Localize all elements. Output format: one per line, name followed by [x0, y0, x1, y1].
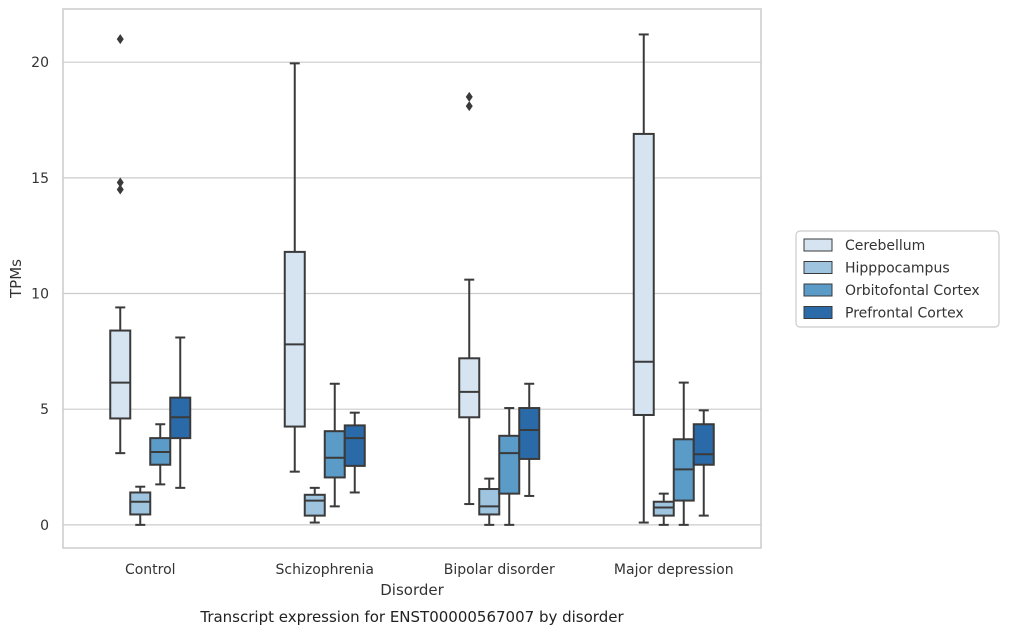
box: [518, 407, 541, 460]
x-tick-label: Schizophrenia: [276, 562, 374, 578]
box-plot: [283, 62, 306, 473]
box-plot: [129, 485, 152, 526]
box-plot: [169, 336, 192, 489]
box-plot: [109, 34, 132, 455]
legend-label: Prefrontal Cortex: [845, 306, 964, 322]
legend-swatch: [803, 306, 833, 319]
box-plot: [343, 411, 366, 494]
box-plot: [458, 91, 481, 506]
box-plot: [303, 486, 326, 524]
box: [652, 500, 675, 517]
box-plot: [498, 407, 521, 526]
legend-swatch: [803, 261, 833, 274]
box: [303, 493, 326, 517]
box-plot: [149, 423, 172, 486]
legend: Cerebellum Hipppocampus Orbitofontal Corte…: [795, 230, 1000, 328]
outlier-point: [116, 177, 124, 188]
outlier-point: [465, 91, 473, 102]
y-axis-ticks: 0 5 10 15 20: [31, 55, 49, 534]
box: [692, 423, 715, 466]
box-plot: [518, 382, 541, 497]
box-plot: [323, 382, 346, 508]
chart-caption: Transcript expression for ENST0000056700…: [199, 608, 624, 626]
y-tick-label: 20: [31, 55, 49, 71]
x-tick-label: Control: [125, 562, 176, 578]
y-tick-label: 5: [40, 402, 49, 418]
legend-label: Hipppocampus: [845, 261, 950, 277]
box: [129, 491, 152, 516]
y-tick-label: 10: [31, 287, 49, 303]
box: [323, 430, 346, 479]
y-tick-label: 0: [40, 518, 49, 534]
plot-area: [62, 8, 762, 549]
legend-swatch: [803, 238, 833, 252]
legend-swatch: [803, 283, 833, 297]
box-plot: [692, 409, 715, 517]
box: [498, 434, 521, 495]
box: [458, 357, 481, 419]
legend-frame: [795, 230, 1000, 328]
outlier-point: [465, 101, 473, 112]
box: [632, 132, 655, 416]
box-plot: [672, 381, 695, 526]
x-axis-ticks: Control Schizophrenia Bipolar disorder Majo…: [125, 562, 734, 578]
x-tick-label: Major depression: [614, 562, 734, 578]
x-axis-label: Disorder: [380, 581, 444, 599]
legend-label: Orbitofontal Cortex: [845, 283, 980, 299]
box: [478, 488, 501, 516]
y-axis-label: TPMs: [7, 259, 25, 299]
outlier-point: [116, 34, 124, 45]
box-plot: [632, 33, 655, 524]
box-plot: [652, 492, 675, 526]
box: [283, 250, 306, 428]
boxes: [109, 33, 715, 526]
outlier-point: [116, 184, 124, 195]
box: [343, 424, 366, 467]
y-tick-label: 15: [31, 171, 49, 187]
legend-label: Cerebellum: [845, 238, 925, 254]
box-plot: [478, 477, 501, 526]
box: [109, 329, 132, 420]
x-tick-label: Bipolar disorder: [444, 562, 555, 578]
